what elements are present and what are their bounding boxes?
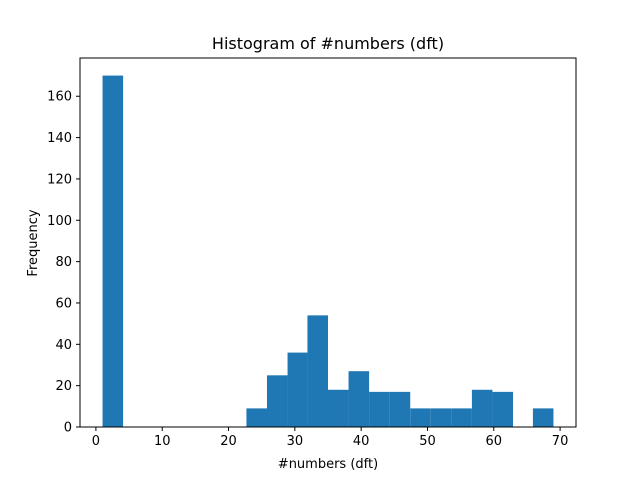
histogram-bar-6 — [348, 371, 370, 427]
y-axis-ticks: 0 20 40 60 80 100 120 140 160 — [47, 90, 80, 436]
x-tick-label: 60 — [486, 434, 503, 449]
y-axis-label: Frequency — [26, 209, 41, 276]
histogram-bar-9 — [410, 408, 431, 427]
histogram-bar-13 — [492, 391, 514, 427]
y-tick-label: 20 — [55, 379, 72, 394]
x-tick-label: 30 — [287, 434, 304, 449]
y-tick-label: 80 — [55, 255, 72, 270]
histogram-bar-7 — [369, 391, 390, 427]
histogram-bar-12 — [471, 389, 493, 427]
histogram-bar-10 — [430, 408, 452, 427]
y-tick-label: 40 — [55, 338, 72, 353]
histogram-bar-0 — [102, 75, 124, 428]
histogram-bar-3 — [287, 352, 308, 427]
histogram-bar-5 — [328, 389, 349, 427]
histogram-bar-4 — [307, 315, 328, 427]
histogram-bar-2 — [266, 375, 288, 427]
histogram-bar-14 — [532, 408, 554, 427]
histogram-bar-11 — [451, 408, 472, 427]
y-tick-label: 160 — [47, 90, 72, 105]
histogram-bar-1 — [246, 408, 267, 427]
y-tick-label: 100 — [47, 214, 72, 229]
x-axis-ticks: 0 10 20 30 40 50 60 70 — [92, 427, 569, 449]
y-tick-label: 120 — [47, 172, 72, 187]
x-tick-label: 0 — [92, 434, 100, 449]
y-tick-label: 60 — [55, 296, 72, 311]
bars-group — [102, 75, 554, 428]
x-axis-label: #numbers (dft) — [278, 457, 378, 472]
x-tick-label: 50 — [419, 434, 436, 449]
x-tick-label: 70 — [552, 434, 569, 449]
x-tick-label: 10 — [154, 434, 171, 449]
x-tick-label: 20 — [220, 434, 237, 449]
histogram-bar-8 — [389, 391, 411, 427]
x-tick-label: 40 — [353, 434, 370, 449]
y-tick-label: 140 — [47, 131, 72, 146]
plot-frame — [79, 57, 577, 428]
chart-title: Histogram of #numbers (dft) — [212, 34, 444, 53]
y-tick-label: 0 — [64, 421, 72, 436]
